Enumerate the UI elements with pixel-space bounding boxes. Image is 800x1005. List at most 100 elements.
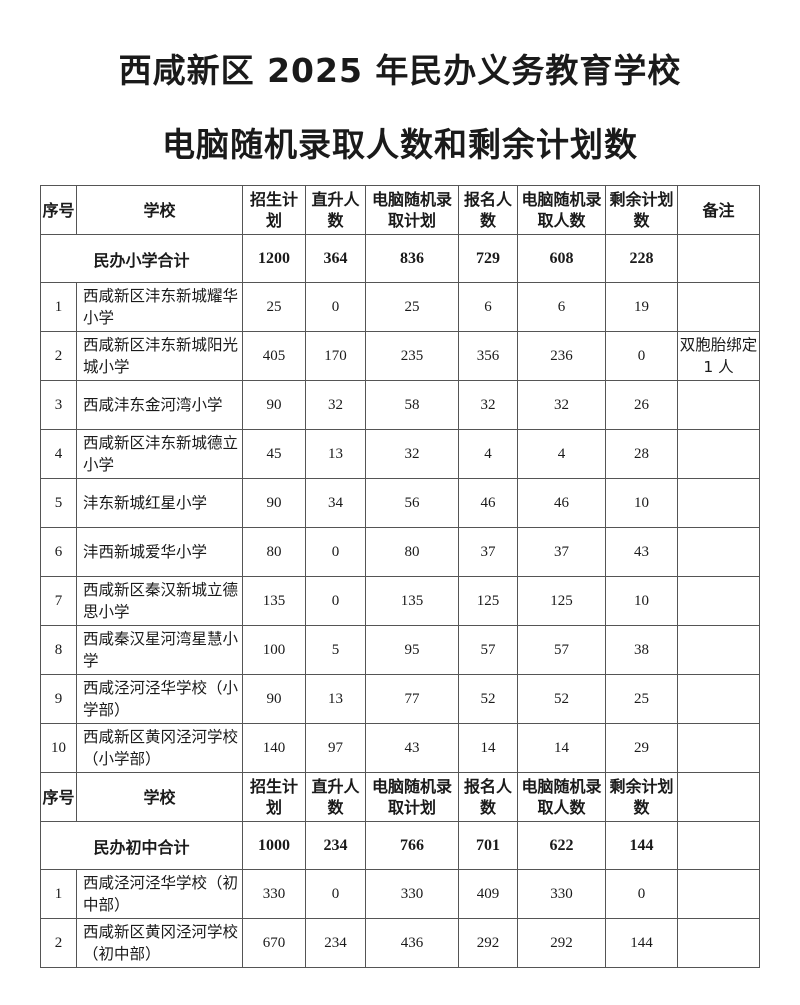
row-value: 0 (305, 869, 366, 919)
row-value: 80 (365, 527, 459, 577)
row-value: 14 (458, 723, 518, 773)
row-value: 135 (242, 576, 306, 626)
total-row: 民办初中合计 1000 234 766 701 622 144 (40, 821, 760, 870)
row-value: 32 (458, 380, 518, 430)
row-value: 56 (365, 478, 459, 528)
row-value: 37 (517, 527, 606, 577)
row-value: 135 (365, 576, 459, 626)
row-value: 26 (605, 380, 678, 430)
note-cell (677, 625, 760, 675)
note-cell (677, 723, 760, 773)
table-row: 8 西咸秦汉星河湾星慧小学 100 5 95 57 57 38 (40, 625, 760, 675)
row-value: 292 (517, 918, 606, 968)
row-number: 7 (40, 576, 77, 626)
column-header: 学校 (76, 772, 243, 822)
column-header: 电脑随机录取人数 (517, 772, 606, 822)
total-value: 144 (605, 821, 678, 870)
school-name: 沣东新城红星小学 (76, 478, 243, 528)
note-cell (677, 576, 760, 626)
school-name: 沣西新城爱华小学 (76, 527, 243, 577)
row-value: 405 (242, 331, 306, 381)
row-value: 236 (517, 331, 606, 381)
row-value: 6 (458, 282, 518, 332)
school-name: 西咸新区黄冈泾河学校（初中部） (76, 918, 243, 968)
row-value: 330 (242, 869, 306, 919)
total-label: 民办小学合计 (40, 234, 243, 283)
row-value: 0 (305, 282, 366, 332)
row-number: 1 (40, 282, 77, 332)
header-row: 序号 学校 招生计划 直升人数 电脑随机录取计划 报名人数 电脑随机录取人数 剩余计划数 (40, 772, 760, 822)
row-number: 10 (40, 723, 77, 773)
document-title-line-1: 西咸新区 2025 年民办义务教育学校 (118, 51, 682, 90)
column-header: 序号 (40, 772, 77, 822)
note-cell (677, 478, 760, 528)
note-cell: 双胞胎绑定 1 人 (677, 331, 760, 381)
column-header: 电脑随机录取计划 (365, 185, 459, 235)
total-value: 1200 (242, 234, 306, 283)
column-header: 招生计划 (242, 185, 306, 235)
row-value: 25 (605, 674, 678, 724)
table-row: 1 西咸泾河泾华学校（初中部） 330 0 330 409 330 0 (40, 869, 760, 919)
row-value: 0 (305, 527, 366, 577)
row-value: 436 (365, 918, 459, 968)
total-label: 民办初中合计 (40, 821, 243, 870)
row-value: 234 (305, 918, 366, 968)
note-cell (677, 429, 760, 479)
note-cell (677, 918, 760, 968)
header-row: 序号 学校 招生计划 直升人数 电脑随机录取计划 报名人数 电脑随机录取人数 剩余计划数 备注 (40, 185, 760, 235)
row-value: 45 (242, 429, 306, 479)
enrollment-table: 序号 学校 招生计划 直升人数 电脑随机录取计划 报名人数 电脑随机录取人数 剩余计划数 备注民… (40, 185, 760, 968)
school-name: 西咸泾河泾华学校（小学部） (76, 674, 243, 724)
row-value: 25 (242, 282, 306, 332)
school-name: 西咸新区秦汉新城立德思小学 (76, 576, 243, 626)
row-value: 32 (517, 380, 606, 430)
row-value: 100 (242, 625, 306, 675)
row-number: 6 (40, 527, 77, 577)
row-value: 58 (365, 380, 459, 430)
row-value: 13 (305, 674, 366, 724)
row-value: 46 (517, 478, 606, 528)
row-value: 0 (605, 331, 678, 381)
table-row: 2 西咸新区黄冈泾河学校（初中部） 670 234 436 292 292 144 (40, 918, 760, 968)
note-cell (677, 527, 760, 577)
row-number: 4 (40, 429, 77, 479)
document-title-line-2: 电脑随机录取人数和剩余计划数 (162, 125, 638, 164)
row-number: 8 (40, 625, 77, 675)
school-name: 西咸秦汉星河湾星慧小学 (76, 625, 243, 675)
column-header: 直升人数 (305, 772, 366, 822)
row-value: 43 (365, 723, 459, 773)
row-value: 0 (305, 576, 366, 626)
row-value: 90 (242, 478, 306, 528)
row-value: 43 (605, 527, 678, 577)
row-value: 19 (605, 282, 678, 332)
row-number: 9 (40, 674, 77, 724)
table-row: 1 西咸新区沣东新城耀华小学 25 0 25 6 6 19 (40, 282, 760, 332)
total-value: 836 (365, 234, 459, 283)
row-value: 95 (365, 625, 459, 675)
row-number: 3 (40, 380, 77, 430)
row-value: 29 (605, 723, 678, 773)
row-value: 13 (305, 429, 366, 479)
row-value: 80 (242, 527, 306, 577)
row-value: 28 (605, 429, 678, 479)
column-header: 报名人数 (458, 185, 518, 235)
row-value: 46 (458, 478, 518, 528)
column-header: 电脑随机录取人数 (517, 185, 606, 235)
column-header: 剩余计划数 (605, 772, 678, 822)
row-value: 6 (517, 282, 606, 332)
row-value: 57 (517, 625, 606, 675)
school-name: 西咸新区沣东新城耀华小学 (76, 282, 243, 332)
row-value: 32 (305, 380, 366, 430)
column-header: 序号 (40, 185, 77, 235)
table-row: 6 沣西新城爱华小学 80 0 80 37 37 43 (40, 527, 760, 577)
row-value: 25 (365, 282, 459, 332)
column-header: 备注 (677, 185, 760, 235)
row-value: 52 (458, 674, 518, 724)
total-row: 民办小学合计 1200 364 836 729 608 228 (40, 234, 760, 283)
row-value: 52 (517, 674, 606, 724)
row-value: 38 (605, 625, 678, 675)
row-number: 1 (40, 869, 77, 919)
row-value: 144 (605, 918, 678, 968)
school-name: 西咸新区沣东新城阳光城小学 (76, 331, 243, 381)
total-value: 701 (458, 821, 518, 870)
